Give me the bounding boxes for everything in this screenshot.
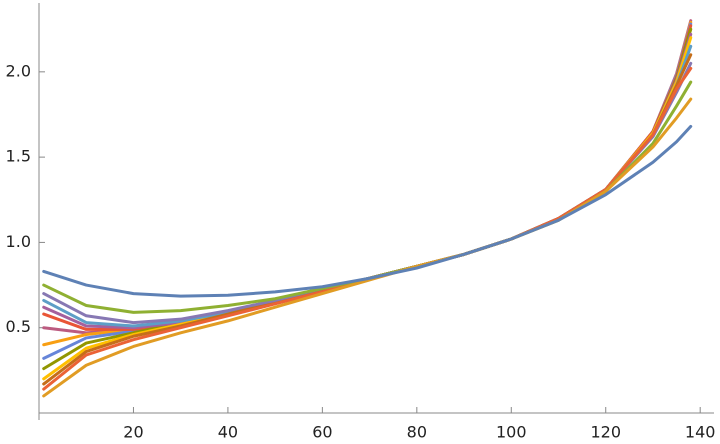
x-tick-label: 140	[685, 423, 716, 442]
series-line	[42, 44, 693, 328]
x-tick-label: 40	[218, 423, 238, 442]
series-line	[42, 66, 693, 391]
y-tick-label: 1.0	[6, 232, 31, 251]
x-tick-label: 100	[496, 423, 527, 442]
series-line	[42, 20, 693, 347]
x-tick-label: 20	[123, 423, 143, 442]
x-tick-label: 120	[590, 423, 621, 442]
x-tick-label: 60	[312, 423, 332, 442]
x-tick-label: 80	[407, 423, 427, 442]
series-line	[42, 97, 693, 398]
series-line	[42, 22, 693, 360]
series-line	[42, 32, 693, 330]
y-tick-label: 0.5	[6, 317, 31, 336]
series-line	[42, 53, 693, 386]
series-line	[42, 124, 693, 298]
y-tick-label: 2.0	[6, 61, 31, 80]
series-line	[42, 19, 693, 335]
series-line	[42, 24, 693, 331]
y-tick-label: 1.5	[6, 147, 31, 166]
series-line	[42, 61, 693, 325]
